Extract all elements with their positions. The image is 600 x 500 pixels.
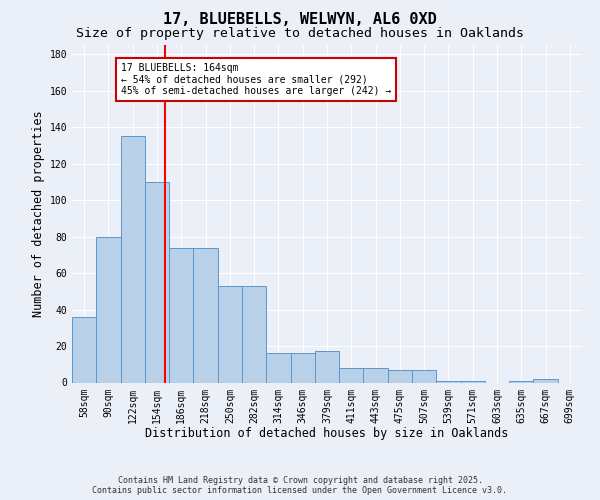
Bar xyxy=(145,182,169,382)
X-axis label: Distribution of detached houses by size in Oaklands: Distribution of detached houses by size … xyxy=(145,427,509,440)
Y-axis label: Number of detached properties: Number of detached properties xyxy=(32,110,46,317)
Bar xyxy=(169,248,193,382)
Text: 17, BLUEBELLS, WELWYN, AL6 0XD: 17, BLUEBELLS, WELWYN, AL6 0XD xyxy=(163,12,437,28)
Bar xyxy=(412,370,436,382)
Bar xyxy=(533,379,558,382)
Bar xyxy=(315,352,339,382)
Bar xyxy=(96,236,121,382)
Bar xyxy=(266,354,290,382)
Bar xyxy=(509,380,533,382)
Text: Size of property relative to detached houses in Oaklands: Size of property relative to detached ho… xyxy=(76,28,524,40)
Bar xyxy=(339,368,364,382)
Bar xyxy=(461,380,485,382)
Text: 17 BLUEBELLS: 164sqm
← 54% of detached houses are smaller (292)
45% of semi-deta: 17 BLUEBELLS: 164sqm ← 54% of detached h… xyxy=(121,63,391,96)
Bar xyxy=(121,136,145,382)
Bar xyxy=(388,370,412,382)
Bar xyxy=(193,248,218,382)
Bar xyxy=(72,317,96,382)
Bar xyxy=(364,368,388,382)
Bar xyxy=(242,286,266,382)
Bar xyxy=(290,354,315,382)
Bar xyxy=(218,286,242,382)
Bar xyxy=(436,380,461,382)
Text: Contains HM Land Registry data © Crown copyright and database right 2025.
Contai: Contains HM Land Registry data © Crown c… xyxy=(92,476,508,495)
